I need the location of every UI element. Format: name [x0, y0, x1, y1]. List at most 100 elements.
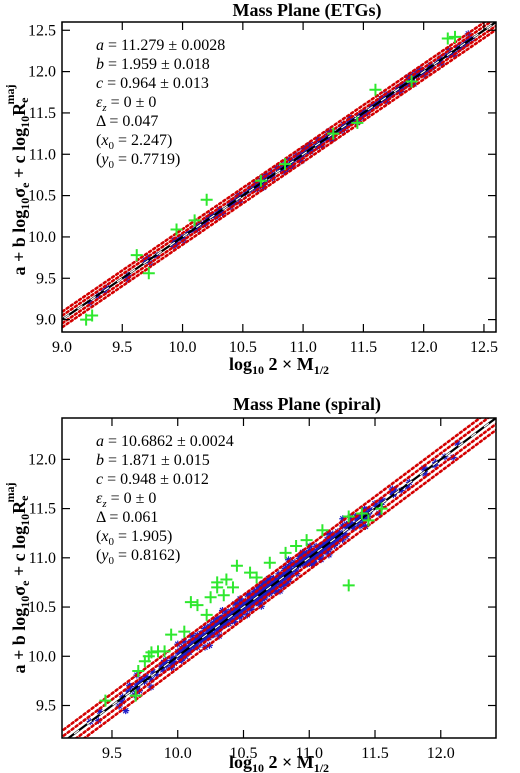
- x-tick-label: 9.5: [112, 339, 132, 356]
- data-point-green: [327, 127, 340, 140]
- data-point-blue: [420, 71, 428, 79]
- data-point-blue: [453, 439, 461, 447]
- param-a: a = 11.279 ± 0.0028: [96, 37, 225, 54]
- data-point-blue: [285, 566, 293, 574]
- x-tick-label: 10.5: [229, 745, 257, 762]
- data-point-blue: [222, 612, 230, 620]
- data-point-blue: [142, 672, 150, 680]
- data-point-blue: [188, 632, 196, 640]
- data-point-blue: [279, 581, 287, 589]
- data-point-blue: [152, 670, 160, 678]
- param-epsz: εz = 0 ± 0: [96, 490, 156, 510]
- data-point-blue: [170, 659, 178, 667]
- data-point-blue: [223, 617, 231, 625]
- data-point-green: [184, 596, 197, 609]
- data-point-blue: [222, 620, 230, 628]
- data-point-blue: [410, 72, 418, 80]
- plot-frame: [61, 21, 497, 333]
- data-point-blue: [391, 486, 399, 494]
- data-point-blue: [241, 604, 249, 612]
- data-point-green: [250, 571, 263, 584]
- data-point-green: [204, 591, 217, 604]
- x-tick-label: 12.0: [410, 339, 438, 356]
- data-point-green: [142, 267, 155, 280]
- x-tick-label: 10.5: [229, 339, 257, 356]
- param-x0: (x0 = 1.905): [96, 528, 172, 548]
- data-point-blue: [204, 214, 212, 222]
- data-point-green: [200, 608, 213, 621]
- data-point-green: [200, 193, 213, 206]
- fit-line-dotted: [62, 28, 496, 329]
- fit-parameters: a = 11.279 ± 0.0028 b = 1.959 ± 0.018 c …: [96, 37, 225, 171]
- data-point-blue: [266, 581, 274, 589]
- data-point-green: [375, 502, 388, 515]
- data-point-blue: [268, 168, 276, 176]
- data-point-blue: [171, 236, 179, 244]
- y-tick-label: 12.0: [28, 451, 56, 468]
- param-a: a = 10.6862 ± 0.0024: [96, 433, 234, 450]
- data-point-blue: [180, 637, 188, 645]
- data-point-blue: [186, 639, 194, 647]
- data-point-blue: [326, 542, 334, 550]
- data-point-blue: [240, 601, 248, 609]
- data-point-blue: [304, 558, 312, 566]
- param-delta: Δ = 0.047: [96, 113, 158, 130]
- data-point-green: [217, 589, 230, 602]
- data-point-blue: [288, 162, 296, 170]
- data-point-blue: [168, 660, 176, 668]
- data-point-blue: [138, 675, 146, 683]
- data-point-blue: [229, 615, 237, 623]
- y-tick-label: 12.0: [28, 64, 56, 81]
- data-point-green: [316, 524, 329, 537]
- data-point-blue: [445, 46, 453, 54]
- data-point-blue: [263, 582, 271, 590]
- x-tick-label: 11.0: [289, 339, 316, 356]
- data-point-green: [170, 223, 183, 236]
- data-point-blue: [351, 116, 359, 124]
- data-point-blue: [122, 707, 130, 715]
- fit-line-dotted: [62, 418, 491, 738]
- data-point-green: [158, 645, 171, 658]
- data-point-blue: [326, 535, 334, 543]
- data-point-blue: [301, 147, 309, 155]
- x-tick-label: 12.0: [427, 745, 455, 762]
- param-y0: (y0 = 0.8162): [96, 547, 180, 567]
- data-point-green: [342, 510, 355, 523]
- data-point-green: [441, 32, 454, 45]
- data-point-blue: [355, 514, 363, 522]
- data-point-blue: [335, 127, 343, 135]
- data-point-blue: [94, 717, 102, 725]
- data-point-blue: [404, 483, 412, 491]
- data-point-green: [142, 650, 155, 663]
- x-tick-label: 9.0: [52, 339, 72, 356]
- y-tick-label: 10.5: [28, 599, 56, 616]
- y-axis-label: a + b log10σe + c log10Remaj: [3, 85, 32, 276]
- x-tick-label: 12.5: [470, 339, 498, 356]
- x-tick-label: 10.0: [164, 745, 192, 762]
- y-tick-label: 11.5: [29, 501, 56, 518]
- data-point-blue: [141, 256, 149, 264]
- data-point-blue: [340, 529, 348, 537]
- data-point-blue: [233, 610, 241, 618]
- param-epsz: εz = 0 ± 0: [96, 94, 156, 114]
- param-b: b = 1.959 ± 0.018: [96, 56, 210, 73]
- data-point-green: [132, 665, 145, 678]
- data-point-blue: [364, 108, 372, 116]
- data-point-blue: [301, 560, 309, 568]
- data-point-blue: [241, 598, 249, 606]
- data-point-green: [254, 174, 267, 187]
- data-point-green: [263, 556, 276, 569]
- data-point-green: [86, 309, 99, 322]
- data-point-blue: [147, 676, 155, 684]
- y-tick-label: 9.5: [36, 270, 56, 287]
- y-tick-label: 10.0: [28, 648, 56, 665]
- data-point-green: [351, 116, 364, 129]
- data-point-green: [129, 689, 142, 702]
- param-x0: (x0 = 2.247): [96, 132, 172, 152]
- data-point-green: [211, 576, 224, 589]
- data-point-blue: [397, 486, 405, 494]
- data-point-blue: [219, 622, 227, 630]
- data-point-blue: [431, 461, 439, 469]
- data-point-blue: [208, 211, 216, 219]
